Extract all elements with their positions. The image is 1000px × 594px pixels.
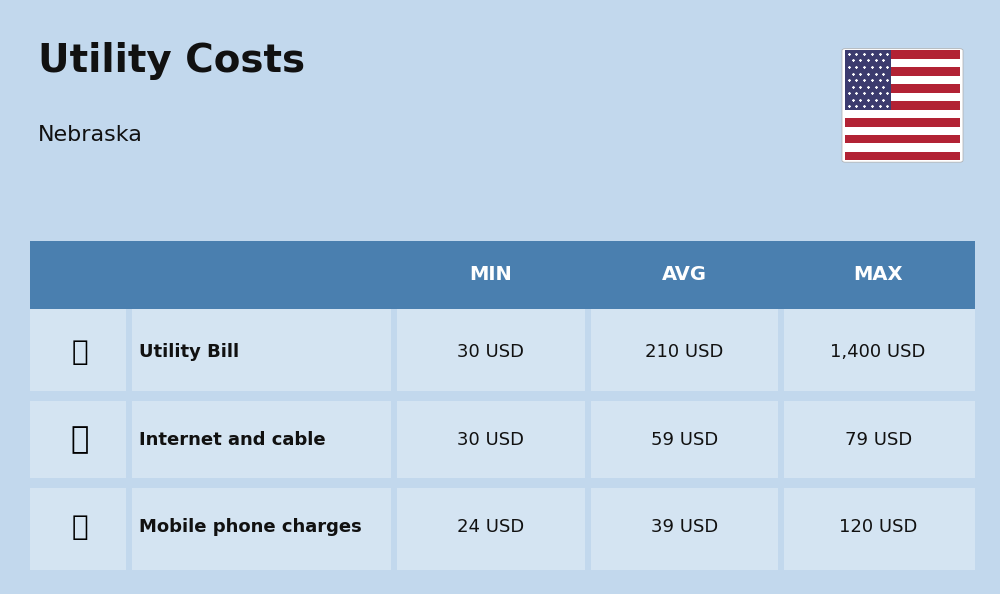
Text: AVG: AVG (662, 266, 707, 284)
Bar (778, 241, 784, 309)
Text: 39 USD: 39 USD (651, 518, 718, 536)
Bar (30, 309, 975, 396)
Bar (845, 144, 960, 152)
Bar (30, 478, 975, 488)
Text: 24 USD: 24 USD (457, 518, 524, 536)
Bar (845, 50, 891, 110)
Bar (30, 241, 975, 309)
Text: Utility Costs: Utility Costs (38, 42, 305, 80)
Text: Internet and cable: Internet and cable (139, 431, 326, 448)
Bar (845, 59, 960, 67)
Bar (585, 241, 591, 309)
Text: 59 USD: 59 USD (651, 431, 718, 448)
Bar (126, 309, 132, 570)
Text: 📶: 📶 (70, 425, 89, 454)
Bar (845, 135, 960, 144)
Text: 79 USD: 79 USD (845, 431, 912, 448)
Bar (845, 110, 960, 118)
Text: 📱: 📱 (71, 513, 88, 541)
Bar (845, 50, 960, 59)
Bar (585, 309, 591, 570)
Bar (30, 391, 975, 401)
Text: 🔌: 🔌 (71, 339, 88, 366)
Bar (30, 396, 975, 483)
Bar (391, 309, 397, 570)
Text: 1,400 USD: 1,400 USD (830, 343, 926, 361)
Text: Utility Bill: Utility Bill (139, 343, 239, 361)
Text: 30 USD: 30 USD (457, 431, 524, 448)
Bar (845, 93, 960, 101)
Bar (845, 101, 960, 110)
Text: MIN: MIN (469, 266, 512, 284)
Text: MAX: MAX (853, 266, 903, 284)
Bar (845, 152, 960, 160)
Text: 30 USD: 30 USD (457, 343, 524, 361)
Bar (30, 483, 975, 570)
Text: Mobile phone charges: Mobile phone charges (139, 518, 362, 536)
Bar (845, 127, 960, 135)
Text: 120 USD: 120 USD (839, 518, 917, 536)
Text: 210 USD: 210 USD (645, 343, 724, 361)
Bar (845, 84, 960, 93)
Bar (391, 241, 397, 309)
Text: Nebraska: Nebraska (38, 125, 143, 145)
FancyBboxPatch shape (842, 49, 963, 162)
Bar (845, 118, 960, 127)
Bar (778, 309, 784, 570)
Bar (845, 67, 960, 76)
Bar (845, 76, 960, 84)
